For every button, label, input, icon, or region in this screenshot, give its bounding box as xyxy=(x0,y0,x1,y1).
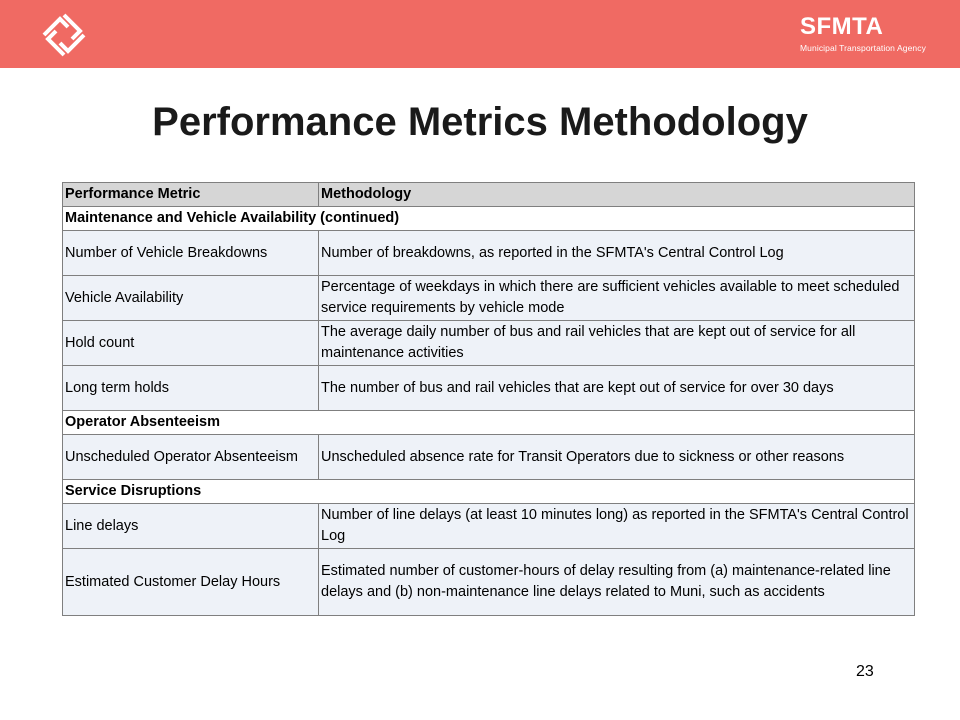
table-row: Long term holds The number of bus and ra… xyxy=(62,365,915,411)
metric-cell: Long term holds xyxy=(62,365,319,411)
methodology-cell: Number of line delays (at least 10 minut… xyxy=(318,503,915,549)
header-banner: SFMTA Municipal Transportation Agency xyxy=(0,0,960,68)
brand-block: SFMTA Municipal Transportation Agency xyxy=(800,14,940,54)
table-row: Line delays Number of line delays (at le… xyxy=(62,503,915,549)
methodology-cell: The average daily number of bus and rail… xyxy=(318,320,915,366)
section-row: Service Disruptions xyxy=(62,479,915,504)
page-number: 23 xyxy=(856,663,874,680)
metric-cell: Number of Vehicle Breakdowns xyxy=(62,230,319,276)
section-row: Operator Absenteeism xyxy=(62,410,915,435)
metric-cell: Hold count xyxy=(62,320,319,366)
methodology-cell: Estimated number of customer-hours of de… xyxy=(318,548,915,616)
methodology-cell: The number of bus and rail vehicles that… xyxy=(318,365,915,411)
methodology-cell: Number of breakdowns, as reported in the… xyxy=(318,230,915,276)
table-header-row: Performance Metric Methodology xyxy=(62,182,915,207)
table-row: Estimated Customer Delay Hours Estimated… xyxy=(62,548,915,616)
metric-cell: Line delays xyxy=(62,503,319,549)
methodology-cell: Percentage of weekdays in which there ar… xyxy=(318,275,915,321)
table-row: Vehicle Availability Percentage of weekd… xyxy=(62,275,915,321)
table-row: Number of Vehicle Breakdowns Number of b… xyxy=(62,230,915,276)
section-heading: Maintenance and Vehicle Availability (co… xyxy=(62,206,915,231)
table-row: Hold count The average daily number of b… xyxy=(62,320,915,366)
metric-cell: Estimated Customer Delay Hours xyxy=(62,548,319,616)
metrics-table: Performance Metric Methodology Maintenan… xyxy=(62,182,915,616)
section-row: Maintenance and Vehicle Availability (co… xyxy=(62,206,915,231)
page-title: Performance Metrics Methodology xyxy=(152,100,808,144)
sfmta-diamond-logo-icon xyxy=(42,13,86,57)
section-heading: Operator Absenteeism xyxy=(62,410,915,435)
column-header-methodology: Methodology xyxy=(318,182,915,207)
column-header-metric: Performance Metric xyxy=(62,182,319,207)
table-row: Unscheduled Operator Absenteeism Unsched… xyxy=(62,434,915,480)
metric-cell: Vehicle Availability xyxy=(62,275,319,321)
section-heading: Service Disruptions xyxy=(62,479,915,504)
brand-name: SFMTA xyxy=(800,13,884,40)
metric-cell: Unscheduled Operator Absenteeism xyxy=(62,434,319,480)
brand-subtitle: Municipal Transportation Agency xyxy=(800,43,926,53)
methodology-cell: Unscheduled absence rate for Transit Ope… xyxy=(318,434,915,480)
